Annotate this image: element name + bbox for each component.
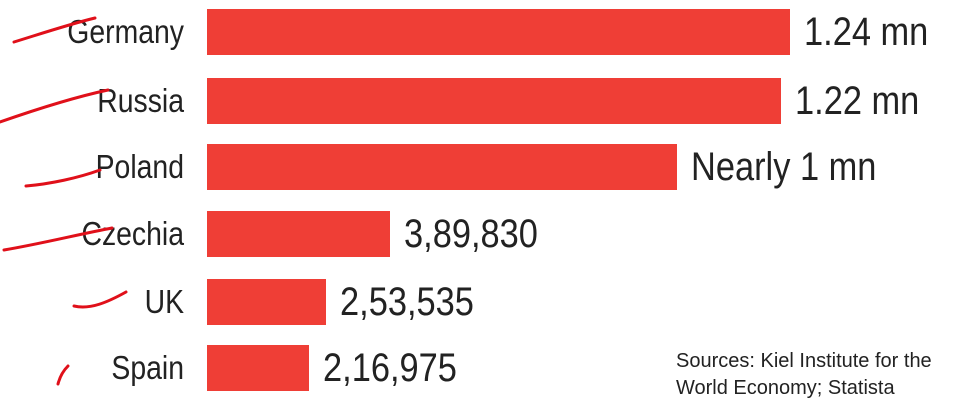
category-label: UK xyxy=(12,282,184,322)
category-label: Russia xyxy=(12,81,184,121)
value-label: 2,16,975 xyxy=(323,344,457,392)
bar xyxy=(207,144,677,190)
bar xyxy=(207,211,390,257)
bar xyxy=(207,9,790,55)
bar xyxy=(207,279,326,325)
sources-line-2: World Economy; Statista xyxy=(676,375,932,402)
sources-line-1: Sources: Kiel Institute for the xyxy=(676,348,932,375)
value-label: 3,89,830 xyxy=(404,210,538,258)
category-label: Poland xyxy=(12,147,184,187)
sources-note: Sources: Kiel Institute for the World Ec… xyxy=(676,348,932,402)
category-label: Spain xyxy=(12,348,184,388)
category-label: Germany xyxy=(12,12,184,52)
bar xyxy=(207,345,309,391)
bar xyxy=(207,78,781,124)
value-label: Nearly 1 mn xyxy=(691,143,876,191)
value-label: 1.24 mn xyxy=(804,8,928,56)
category-label: Czechia xyxy=(12,214,184,254)
value-label: 1.22 mn xyxy=(795,77,919,125)
value-label: 2,53,535 xyxy=(340,278,474,326)
